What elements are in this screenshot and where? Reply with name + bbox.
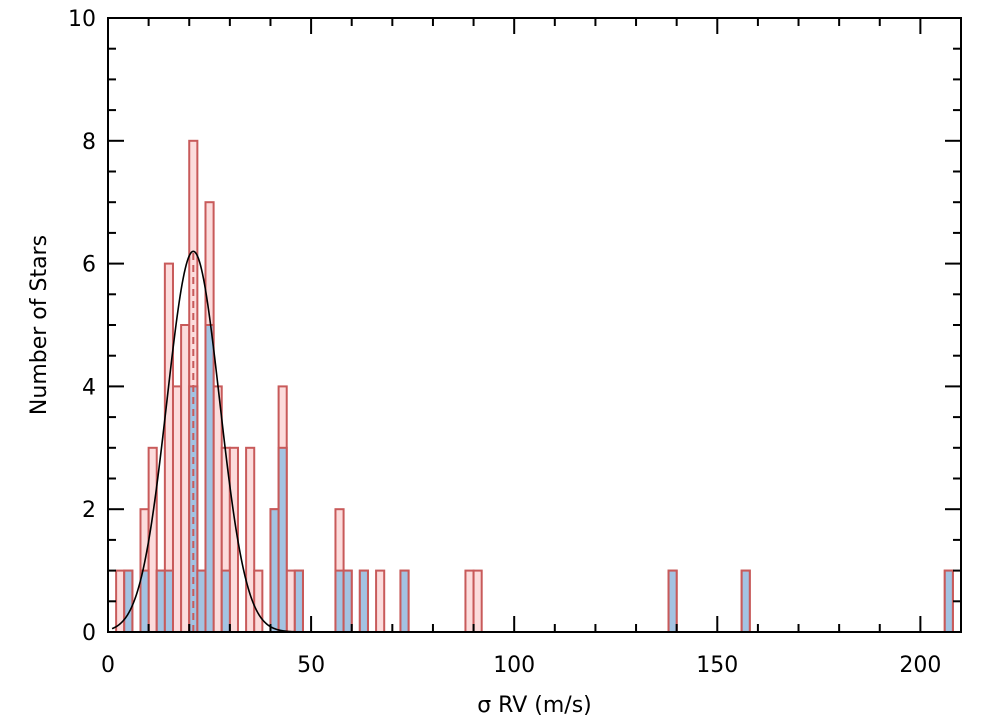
y-tick-label: 6 [82, 253, 96, 278]
bar-subset [358, 569, 369, 633]
bar-subset [204, 324, 215, 633]
bar-subset [740, 569, 751, 633]
bar-subset [220, 569, 231, 633]
y-tick-label: 4 [82, 375, 96, 400]
bar-subset [139, 569, 150, 633]
bar-all [212, 385, 223, 633]
bar-subset [342, 569, 353, 633]
axis-tick-labels: 0 50 100 150 200 0 2 4 6 8 10 [68, 7, 941, 678]
x-tick-label: 0 [101, 653, 115, 678]
bar-subset [163, 569, 174, 633]
x-tick-label: 50 [297, 653, 325, 678]
bar-all [228, 446, 239, 633]
bar-subset [196, 569, 207, 633]
gaussian-fit-curve [111, 250, 312, 633]
bar-subset [667, 569, 678, 633]
bar-all [375, 569, 386, 633]
bar-all [147, 446, 158, 633]
bar-subset [943, 569, 954, 633]
bar-all [472, 569, 483, 633]
bar-subset [334, 569, 345, 633]
x-axis-title: σ RV (m/s) [477, 693, 592, 718]
bar-subset [123, 569, 134, 633]
x-tick-label: 100 [493, 653, 535, 678]
axis-ticks [107, 17, 961, 633]
y-axis-title: Number of Stars [27, 235, 52, 415]
y-tick-label: 2 [82, 498, 96, 523]
y-tick-label: 0 [82, 621, 96, 646]
bar-all [171, 385, 183, 633]
bar-all [464, 569, 475, 633]
x-tick-label: 200 [899, 653, 941, 678]
x-tick-label: 150 [696, 653, 738, 678]
bar-subset [155, 569, 166, 633]
y-tick-label: 10 [68, 7, 96, 32]
bar-subset [399, 569, 410, 633]
bar-all [285, 569, 296, 633]
bar-subset [277, 446, 288, 633]
y-tick-label: 8 [82, 130, 96, 155]
bar-all [253, 569, 264, 633]
bar-all [180, 324, 191, 633]
bar-subset [293, 569, 304, 633]
bar-subset [269, 508, 280, 634]
